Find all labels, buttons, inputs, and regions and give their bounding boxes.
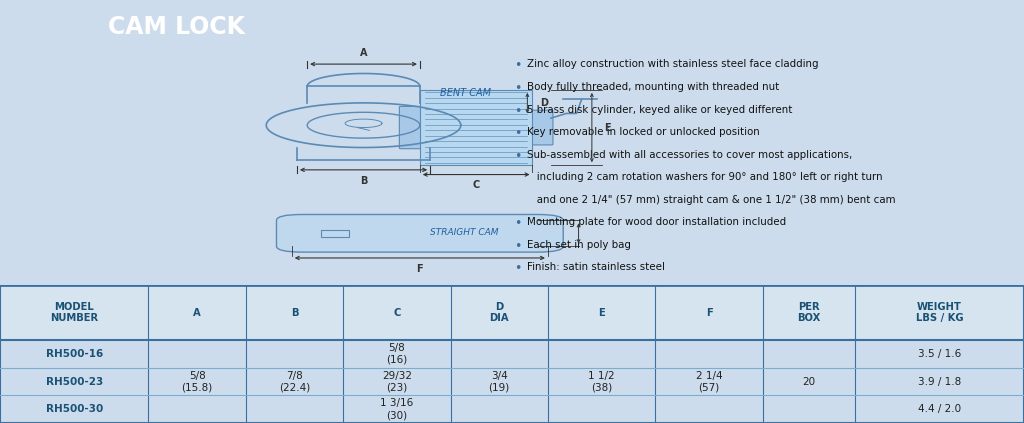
Text: 3.5 / 1.6: 3.5 / 1.6 <box>918 349 962 359</box>
FancyBboxPatch shape <box>530 110 553 145</box>
Text: •: • <box>514 59 521 72</box>
Bar <box>321 230 349 236</box>
Text: 3/4
(19): 3/4 (19) <box>488 371 510 393</box>
Text: •: • <box>514 127 521 140</box>
Text: MODEL
NUMBER: MODEL NUMBER <box>50 302 98 324</box>
Text: STRAIGHT CAM: STRAIGHT CAM <box>430 228 499 236</box>
Text: 5/8
(15.8): 5/8 (15.8) <box>181 371 213 393</box>
Text: C: C <box>472 181 480 190</box>
Text: E: E <box>598 308 605 318</box>
Text: D
DIA: D DIA <box>489 302 509 324</box>
Text: RH500-30: RH500-30 <box>46 404 102 414</box>
Text: A: A <box>194 308 201 318</box>
Text: Mounting plate for wood door installation included: Mounting plate for wood door installatio… <box>527 217 786 227</box>
Text: Body fully threaded, mounting with threaded nut: Body fully threaded, mounting with threa… <box>527 82 779 92</box>
Text: Sub-assembled with all accessories to cover most applications,: Sub-assembled with all accessories to co… <box>527 150 853 159</box>
Text: 20: 20 <box>803 376 815 387</box>
Text: •: • <box>514 150 521 162</box>
Bar <box>420 90 532 165</box>
Text: •: • <box>514 217 521 230</box>
Text: and one 2 1/4" (57 mm) straight cam & one 1 1/2" (38 mm) bent cam: and one 2 1/4" (57 mm) straight cam & on… <box>527 195 896 205</box>
Text: PER
BOX: PER BOX <box>798 302 820 324</box>
Text: RH500-16: RH500-16 <box>46 349 102 359</box>
Text: •: • <box>514 240 521 253</box>
Text: CAM LOCK: CAM LOCK <box>108 16 245 39</box>
Text: •: • <box>514 262 521 275</box>
Text: B: B <box>291 308 298 318</box>
Text: Key removable in locked or unlocked position: Key removable in locked or unlocked posi… <box>527 127 760 137</box>
Text: 7/8
(22.4): 7/8 (22.4) <box>279 371 310 393</box>
Text: 3.9 / 1.8: 3.9 / 1.8 <box>918 376 962 387</box>
Bar <box>0 285 1024 340</box>
Text: 1 3/16
(30): 1 3/16 (30) <box>380 398 414 420</box>
Text: RH500-23: RH500-23 <box>46 376 102 387</box>
Text: WEIGHT
LBS / KG: WEIGHT LBS / KG <box>915 302 964 324</box>
Text: Each set in poly bag: Each set in poly bag <box>527 240 631 250</box>
Text: 5 brass disk cylinder, keyed alike or keyed different: 5 brass disk cylinder, keyed alike or ke… <box>527 104 793 115</box>
Text: E: E <box>604 123 610 132</box>
Text: 2 1/4
(57): 2 1/4 (57) <box>695 371 723 393</box>
FancyBboxPatch shape <box>276 214 563 252</box>
Text: F: F <box>417 264 423 274</box>
Text: F: F <box>706 308 713 318</box>
Text: •: • <box>514 82 521 95</box>
Text: Finish: satin stainless steel: Finish: satin stainless steel <box>527 262 666 272</box>
Text: A: A <box>359 48 368 58</box>
Text: Zinc alloy construction with stainless steel face cladding: Zinc alloy construction with stainless s… <box>527 59 819 69</box>
Text: 4.4 / 2.0: 4.4 / 2.0 <box>918 404 962 414</box>
Text: D: D <box>540 98 548 108</box>
Text: 1 1/2
(38): 1 1/2 (38) <box>588 371 615 393</box>
Text: including 2 cam rotation washers for 90° and 180° left or right turn: including 2 cam rotation washers for 90°… <box>527 172 883 182</box>
Text: 5/8
(16): 5/8 (16) <box>386 343 408 365</box>
Text: BENT CAM: BENT CAM <box>440 88 492 99</box>
Text: 29/32
(23): 29/32 (23) <box>382 371 412 393</box>
Text: C: C <box>393 308 400 318</box>
FancyBboxPatch shape <box>399 107 422 149</box>
Text: •: • <box>514 104 521 118</box>
Text: B: B <box>359 176 368 186</box>
